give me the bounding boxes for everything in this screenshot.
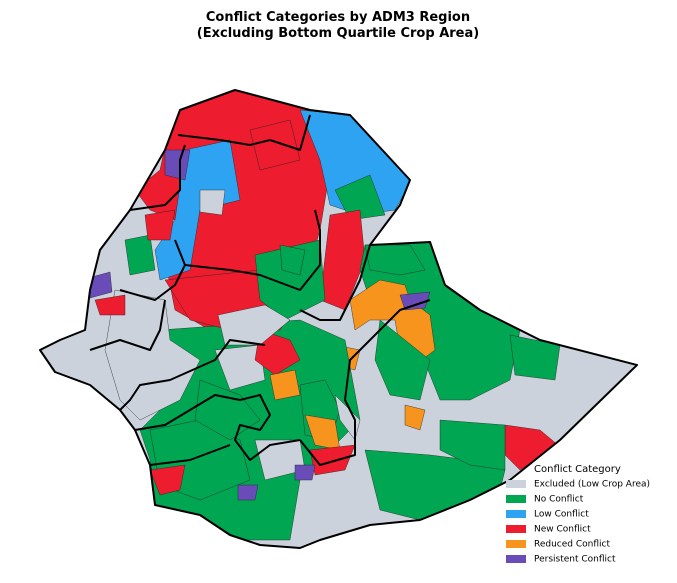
region	[104, 289, 201, 421]
border	[119, 239, 186, 301]
region	[249, 119, 301, 171]
region	[404, 404, 426, 431]
legend-swatch	[506, 555, 526, 563]
legend-title: Conflict Category	[534, 464, 621, 475]
region	[509, 334, 561, 381]
region	[294, 464, 316, 481]
legend-label: No Conflict	[534, 495, 584, 505]
border	[299, 244, 371, 321]
legend-swatch	[506, 480, 526, 488]
border	[119, 339, 266, 411]
legend: Conflict Category Excluded (Low Crop Are…	[506, 464, 650, 565]
legend-swatch	[506, 495, 526, 503]
region	[124, 234, 156, 276]
legend-label: Low Conflict	[534, 510, 589, 520]
legend-swatch	[506, 525, 526, 533]
legend-label: Persistent Conflict	[534, 555, 616, 565]
map-subtitle: (Excluding Bottom Quartile Crop Area)	[197, 26, 479, 41]
border	[184, 209, 321, 291]
border	[129, 144, 186, 211]
region	[269, 369, 301, 401]
border	[299, 299, 431, 466]
region	[144, 209, 176, 241]
legend-label: Reduced Conflict	[534, 540, 610, 550]
region	[254, 239, 326, 321]
region	[439, 419, 506, 471]
legend-label: Excluded (Low Crop Area)	[534, 480, 650, 490]
border	[177, 114, 311, 151]
region	[279, 244, 306, 276]
region	[237, 484, 259, 501]
region	[374, 319, 431, 401]
region	[164, 149, 191, 181]
region	[334, 174, 386, 221]
border	[149, 444, 231, 466]
legend-label: New Conflict	[534, 525, 591, 535]
region	[217, 304, 291, 346]
region	[399, 291, 431, 311]
legend-swatch	[506, 540, 526, 548]
region	[254, 329, 301, 376]
country-border	[39, 89, 638, 549]
region	[364, 244, 426, 276]
border	[134, 394, 301, 461]
region	[214, 344, 266, 391]
region-borders	[39, 89, 638, 549]
region	[149, 464, 186, 496]
region	[94, 294, 126, 316]
map-title: Conflict Categories by ADM3 Region	[206, 10, 470, 25]
legend-swatch	[506, 510, 526, 518]
border	[89, 299, 166, 351]
region	[199, 189, 226, 216]
